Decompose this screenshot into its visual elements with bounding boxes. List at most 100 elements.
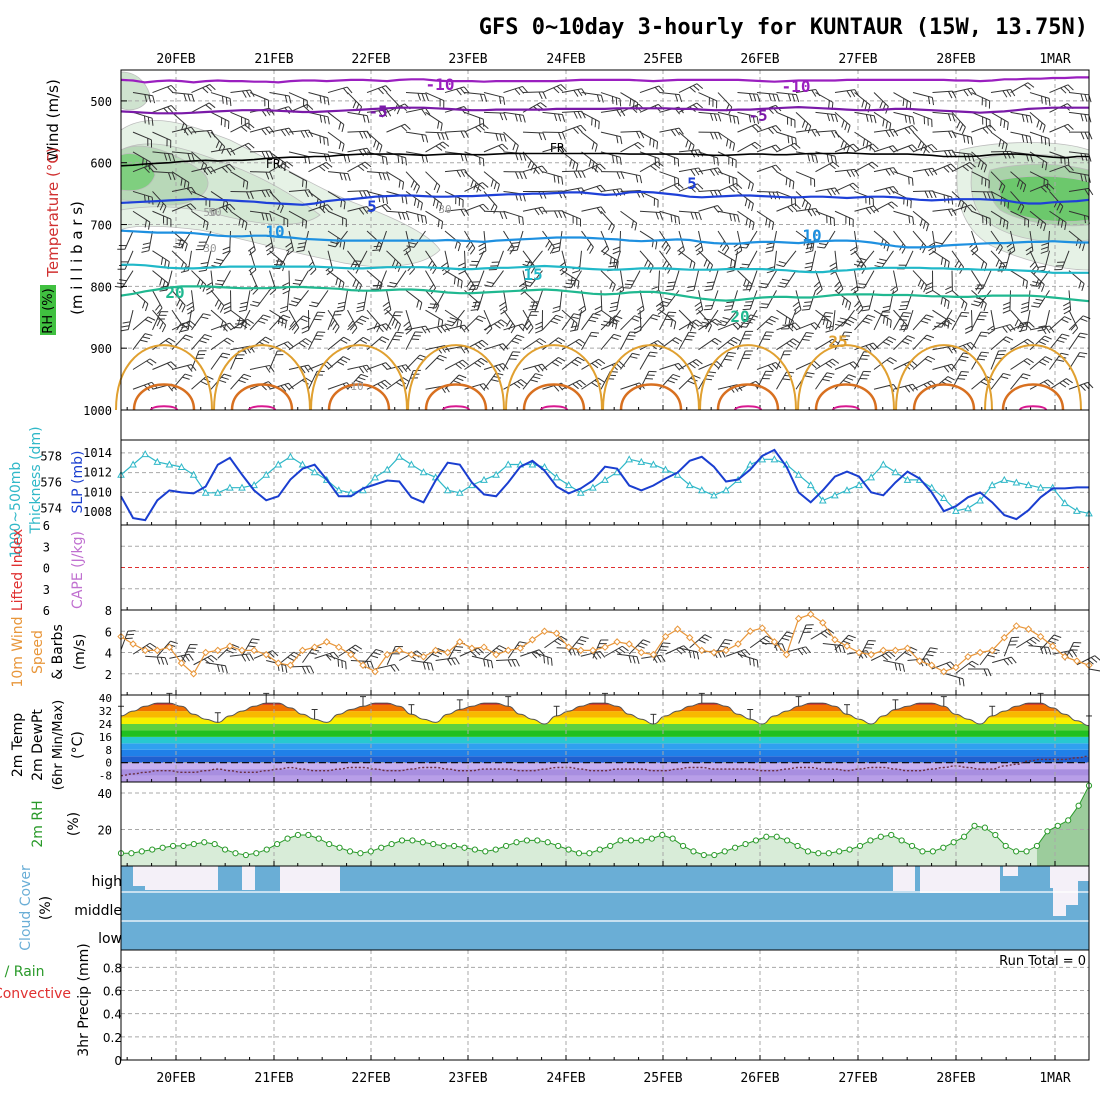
wind-barb-flag xyxy=(873,115,877,124)
wind-barb xyxy=(860,250,875,267)
wind-barb-flag xyxy=(538,649,545,656)
wind-barb-flag xyxy=(206,375,214,380)
wind-barb-flag xyxy=(634,143,641,150)
wind-barb-flag xyxy=(319,114,323,123)
wind-barb-flag xyxy=(1029,638,1037,645)
wind-barb-flag xyxy=(286,161,294,167)
wind-barb xyxy=(756,210,774,223)
wind-barb xyxy=(464,383,484,390)
wind-barb-flag xyxy=(791,94,796,102)
wind-barb-flag xyxy=(649,137,652,146)
thickness-marker xyxy=(891,468,900,476)
wind-barb-flag xyxy=(1063,85,1071,92)
wind-barb-flag xyxy=(814,322,821,329)
wind-speed-marker xyxy=(564,643,573,651)
thickness-marker xyxy=(492,470,500,478)
temp-band xyxy=(121,711,1089,718)
wind-barb-flag xyxy=(840,338,849,341)
temp-tick-label: 32 xyxy=(99,705,112,718)
wind-barb-flag xyxy=(460,346,466,354)
rh-marker xyxy=(1075,802,1082,809)
wind-barb-flag xyxy=(995,243,1001,251)
wind-barb-flag xyxy=(280,385,287,392)
wind-barb xyxy=(774,631,788,649)
wind-barb-flag xyxy=(1044,185,1051,192)
wind-barb xyxy=(678,309,694,325)
wind-barb-flag xyxy=(301,666,307,674)
wind-speed-marker xyxy=(250,646,258,655)
wind-barb-flag xyxy=(651,286,659,290)
wind-barb-flag xyxy=(995,259,1000,267)
wind-barb-flag xyxy=(663,244,669,252)
wind-barb-flag xyxy=(696,250,704,256)
wind-barb-flag xyxy=(503,211,508,220)
wind-barb-flag xyxy=(628,655,632,664)
wind-barb-flag xyxy=(830,155,834,163)
wind-barb xyxy=(288,171,307,182)
wind-speed-marker xyxy=(298,646,307,655)
wind-barb-flag xyxy=(674,364,681,371)
wind-barb xyxy=(698,318,716,331)
wind-barb xyxy=(269,230,274,251)
wind-barb-flag xyxy=(500,309,508,315)
wind-barb-flag xyxy=(665,247,671,255)
wind-barb-flag xyxy=(906,198,909,207)
wind-barb-flag xyxy=(551,361,559,367)
wind-barb xyxy=(503,351,514,370)
wind-barb xyxy=(932,90,953,94)
wind-barb xyxy=(765,270,777,289)
wind-barb-flag xyxy=(565,282,574,285)
wind-barb-flag xyxy=(824,630,831,636)
isotherm-warm-loop xyxy=(442,405,470,411)
rh-marker xyxy=(877,833,884,840)
isotherm-warm-loop xyxy=(832,405,860,411)
wind-barb xyxy=(795,290,802,310)
wind-barb-flag xyxy=(147,316,156,321)
wind-barb-flag xyxy=(229,163,236,171)
rh-marker xyxy=(742,840,749,848)
wind-barb-flag xyxy=(793,305,801,311)
thickness-label-2: Thickness (dm) xyxy=(28,426,44,534)
wind-barb-flag xyxy=(511,242,520,244)
wind-barb-flag xyxy=(885,653,892,659)
wind-barb xyxy=(366,336,383,351)
isotherm-warm-loop xyxy=(424,383,488,411)
wind-barb-flag xyxy=(284,320,287,329)
wind-barb xyxy=(405,310,413,330)
wind-barb-flag xyxy=(1040,135,1043,144)
wind-barb xyxy=(746,230,758,249)
wind-barb-flag xyxy=(1036,119,1040,128)
wind-barb-flag xyxy=(522,283,531,287)
wind-barb-flag xyxy=(343,356,351,361)
wind-barb-flag xyxy=(660,645,669,648)
wind-barb-flag xyxy=(409,268,415,275)
wind-barb xyxy=(776,131,796,139)
wind-barb xyxy=(912,92,933,98)
wind-barb xyxy=(405,370,414,390)
wind-barb-flag xyxy=(1080,173,1083,182)
thickness-marker xyxy=(407,460,416,468)
wind-barb-flag xyxy=(569,329,578,332)
wind-barb-flag xyxy=(594,144,598,152)
wind-barb-flag xyxy=(771,166,778,173)
wind-barb-flag xyxy=(882,305,891,309)
wind-barb-flag xyxy=(481,339,489,346)
wind-barb xyxy=(971,331,982,350)
wind-barb-flag xyxy=(373,322,378,330)
wind-barb-flag xyxy=(1023,360,1031,366)
wind-barb-flag xyxy=(609,305,618,309)
wind-barb-flag xyxy=(765,217,768,226)
wind-barb-flag xyxy=(400,125,408,132)
wind-barb-flag xyxy=(595,165,603,172)
wind-barb-flag xyxy=(437,318,440,326)
wind-barb-flag xyxy=(362,365,368,373)
wind-barb-flag xyxy=(816,246,825,249)
rh-marker xyxy=(232,850,239,857)
wind-barb xyxy=(776,309,794,322)
wind-barb xyxy=(698,92,717,102)
wind-barb xyxy=(425,250,438,268)
wind-barb-flag xyxy=(776,94,780,102)
li-tick-label: 6 xyxy=(43,604,50,618)
wind-barb-flag xyxy=(637,645,645,649)
isotherm-warm-loop xyxy=(602,344,700,411)
